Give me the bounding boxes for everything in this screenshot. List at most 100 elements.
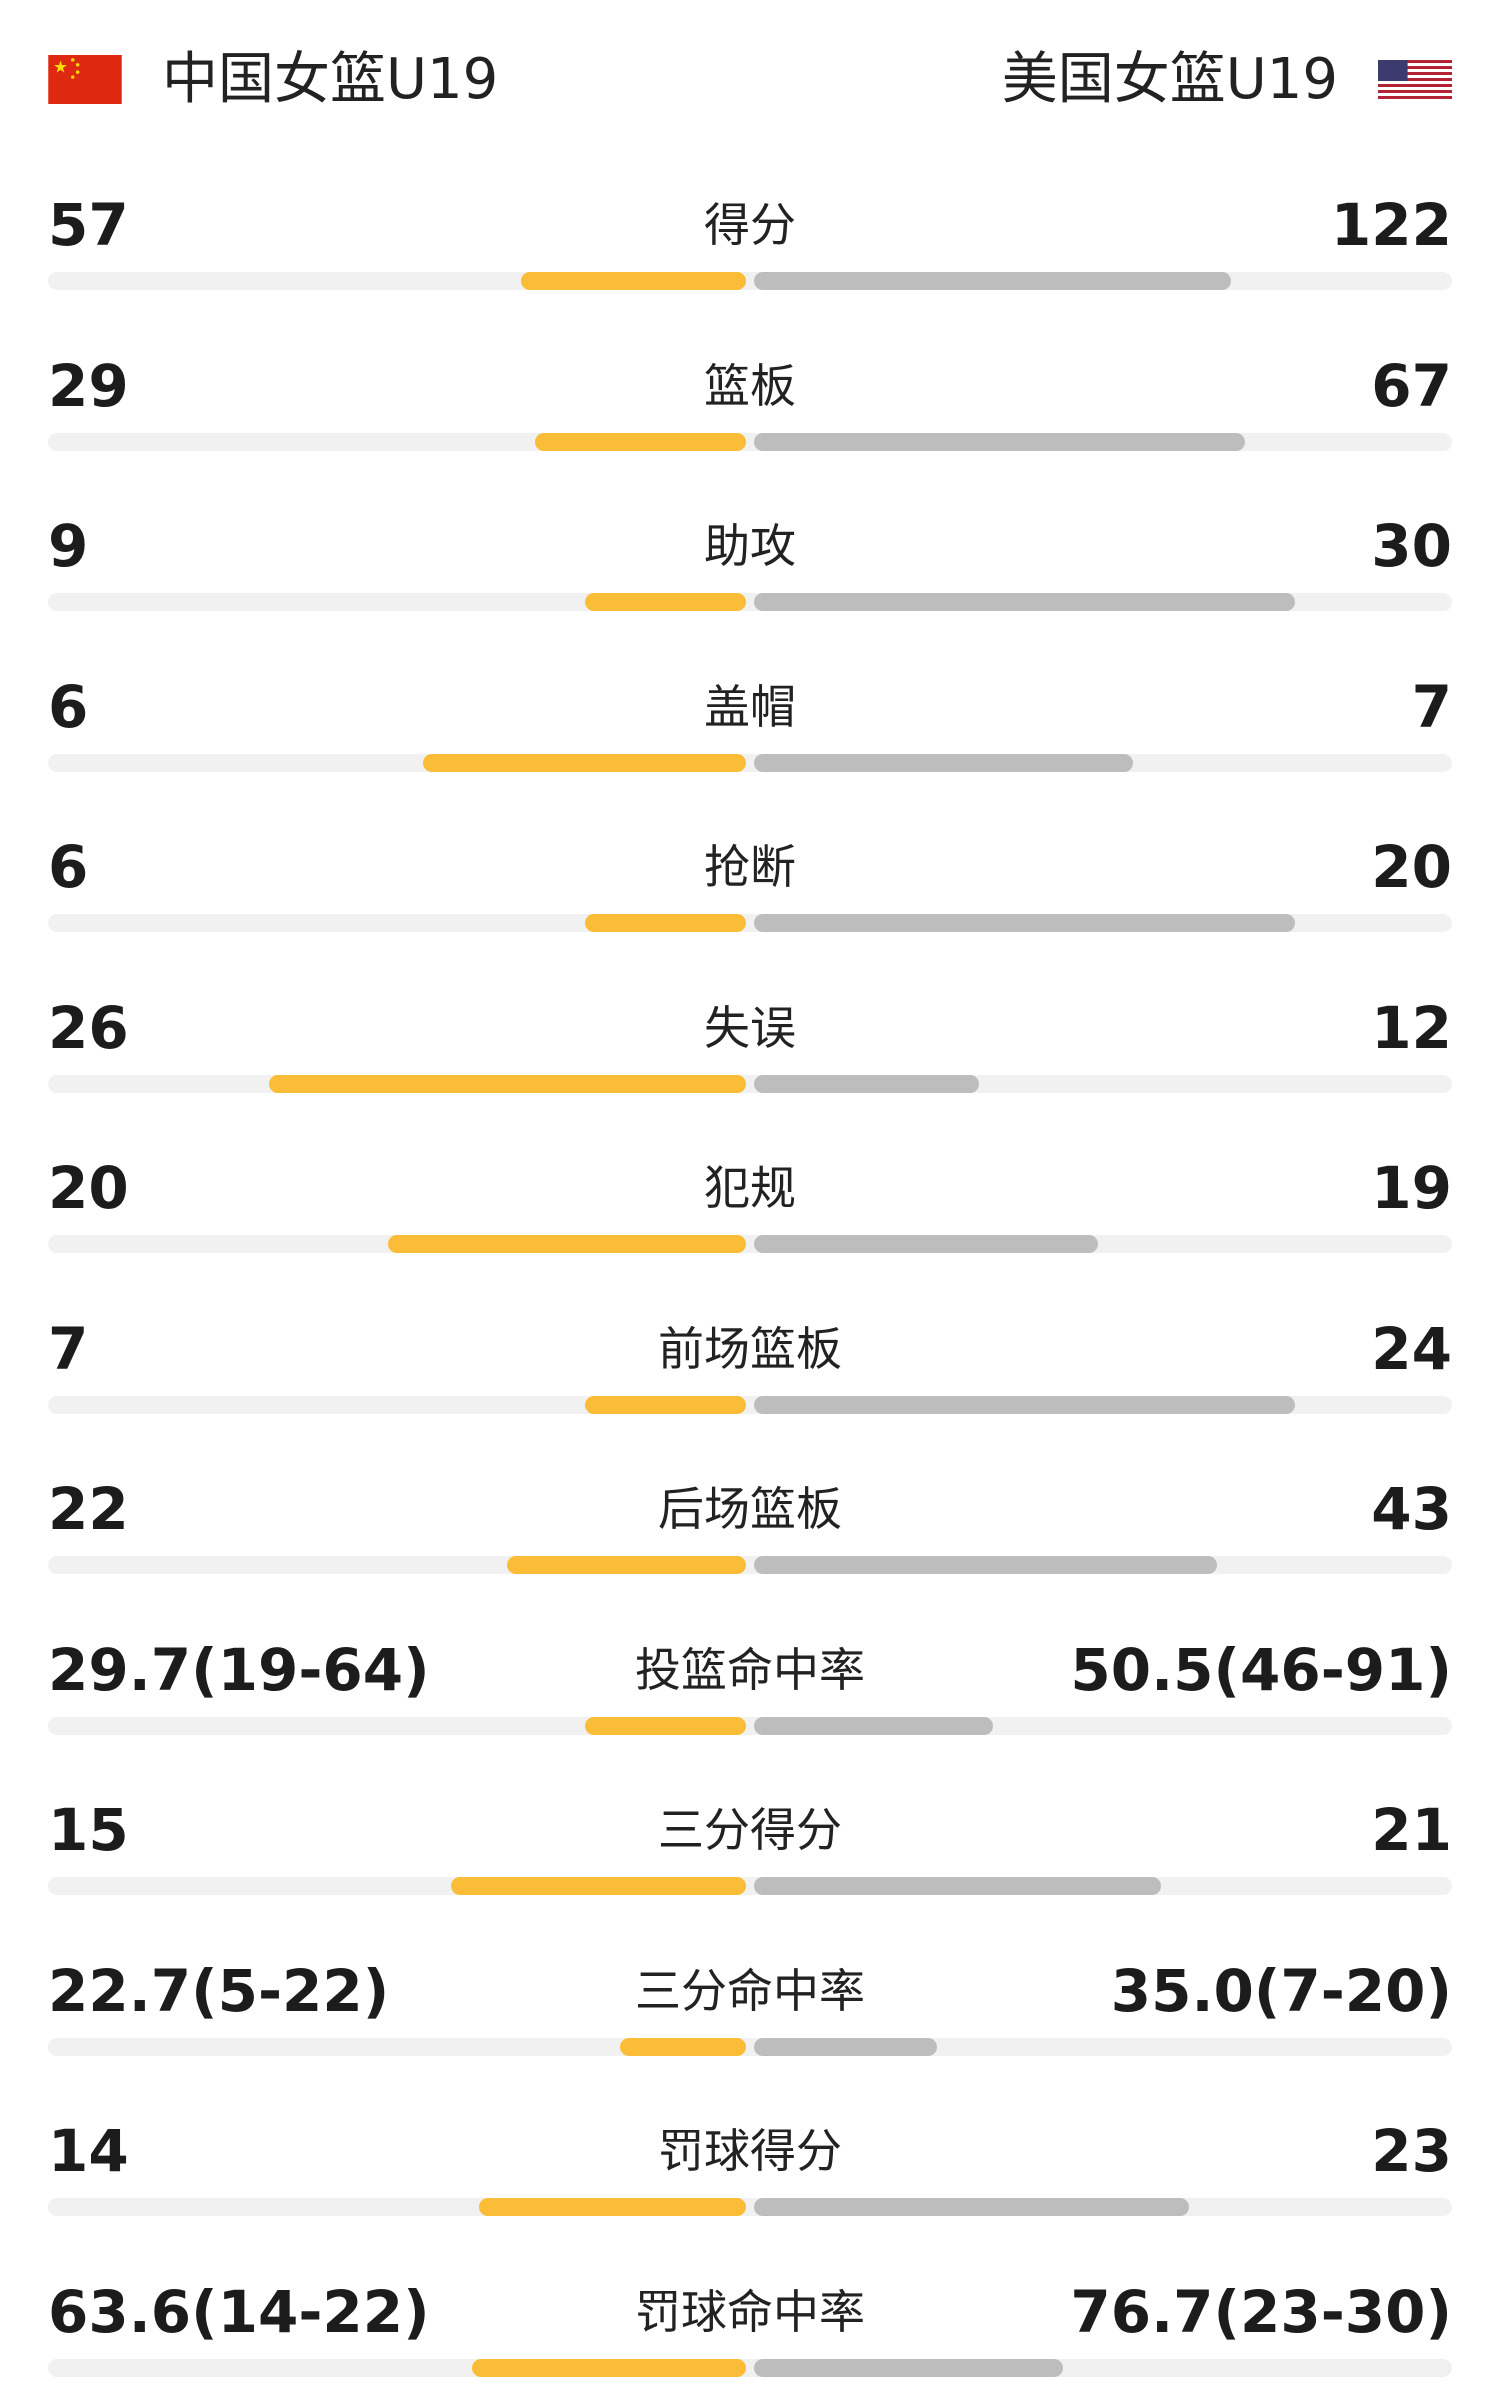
home-stat-bar <box>585 914 746 932</box>
stat-bar-track <box>48 754 1452 772</box>
stat-label: 投篮命中率 <box>450 1639 1050 1701</box>
stat-row: 22.7(5-22) 三分命中率 35.0(7-20) <box>0 1926 1500 2087</box>
stat-label: 助攻 <box>450 515 1050 577</box>
away-stat-value: 24 <box>1371 1314 1452 1384</box>
away-stat-value: 20 <box>1371 832 1452 902</box>
away-stat-bar <box>754 1235 1098 1253</box>
stat-bar-track <box>48 1717 1452 1735</box>
stat-row: 7 前场篮板 24 <box>0 1284 1500 1445</box>
away-team-name: 美国女篮U19 <box>1002 42 1338 118</box>
away-stat-bar <box>754 433 1245 451</box>
stats-comparison-list: 57 得分 122 29 篮板 67 9 助攻 30 6 盖帽 7 6 抢断 20 26 失误 12 20 犯规 19 7… <box>0 160 1500 2407</box>
away-stat-value: 122 <box>1331 190 1452 260</box>
home-stat-bar <box>472 2359 746 2377</box>
away-stat-bar <box>754 272 1231 290</box>
away-stat-bar <box>754 593 1295 611</box>
away-stat-bar <box>754 1717 993 1735</box>
away-stat-value: 19 <box>1371 1153 1452 1223</box>
home-stat-value: 63.6(14-22) <box>48 2277 430 2347</box>
home-stat-bar <box>388 1235 746 1253</box>
away-stat-bar <box>754 754 1133 772</box>
home-stat-value: 9 <box>48 511 88 581</box>
home-stat-bar <box>451 1877 746 1895</box>
usa-flag-icon <box>1378 55 1452 104</box>
home-stat-bar <box>507 1556 746 1574</box>
home-stat-value: 14 <box>48 2116 129 2186</box>
stat-bar-track <box>48 1877 1452 1895</box>
away-stat-value: 23 <box>1371 2116 1452 2186</box>
home-stat-bar <box>620 2038 746 2056</box>
away-stat-bar <box>754 914 1295 932</box>
stat-row: 6 盖帽 7 <box>0 642 1500 803</box>
stat-label: 失误 <box>450 997 1050 1059</box>
stat-label: 篮板 <box>450 355 1050 417</box>
stat-label: 三分命中率 <box>450 1960 1050 2022</box>
stat-bar-track <box>48 2359 1452 2377</box>
stat-bar-track <box>48 1235 1452 1253</box>
stat-label: 后场篮板 <box>450 1478 1050 1540</box>
home-team-name: 中国女篮U19 <box>162 42 498 118</box>
away-stat-bar <box>754 1877 1161 1895</box>
stat-row: 63.6(14-22) 罚球命中率 76.7(23-30) <box>0 2247 1500 2407</box>
away-stat-value: 7 <box>1412 672 1452 742</box>
home-stat-value: 29.7(19-64) <box>48 1635 430 1705</box>
home-stat-bar <box>269 1075 746 1093</box>
stat-row: 29 篮板 67 <box>0 321 1500 482</box>
home-stat-value: 22 <box>48 1474 129 1544</box>
stat-row: 9 助攻 30 <box>0 481 1500 642</box>
stat-label: 三分得分 <box>450 1799 1050 1861</box>
away-stat-bar <box>754 2198 1189 2216</box>
stat-bar-track <box>48 1075 1452 1093</box>
home-stat-value: 6 <box>48 672 88 742</box>
stat-label: 前场篮板 <box>450 1318 1050 1380</box>
away-stat-bar <box>754 1075 979 1093</box>
china-flag-icon <box>48 55 122 104</box>
stat-bar-track <box>48 272 1452 290</box>
home-stat-bar <box>479 2198 746 2216</box>
stat-bar-track <box>48 2038 1452 2056</box>
away-stat-value: 12 <box>1371 993 1452 1063</box>
away-stat-value: 21 <box>1371 1795 1452 1865</box>
home-stat-bar <box>423 754 746 772</box>
stat-row: 6 抢断 20 <box>0 802 1500 963</box>
home-stat-bar <box>585 1396 746 1414</box>
stat-row: 29.7(19-64) 投篮命中率 50.5(46-91) <box>0 1605 1500 1766</box>
home-stat-bar <box>521 272 746 290</box>
away-stat-value: 67 <box>1371 351 1452 421</box>
home-stat-value: 26 <box>48 993 129 1063</box>
away-stat-bar <box>754 1556 1217 1574</box>
home-stat-value: 22.7(5-22) <box>48 1956 389 2026</box>
away-stat-value: 43 <box>1371 1474 1452 1544</box>
stat-row: 15 三分得分 21 <box>0 1765 1500 1926</box>
stat-label: 得分 <box>450 194 1050 256</box>
away-stat-bar <box>754 1396 1295 1414</box>
away-stat-value: 50.5(46-91) <box>1070 1635 1452 1705</box>
stat-row: 22 后场篮板 43 <box>0 1444 1500 1605</box>
stat-label: 盖帽 <box>450 676 1050 738</box>
home-stat-value: 20 <box>48 1153 129 1223</box>
match-header: 中国女篮U19 美国女篮U19 <box>0 0 1500 160</box>
away-stat-value: 35.0(7-20) <box>1111 1956 1452 2026</box>
home-stat-bar <box>535 433 746 451</box>
stat-row: 26 失误 12 <box>0 963 1500 1124</box>
home-stat-bar <box>585 593 746 611</box>
stat-bar-track <box>48 1556 1452 1574</box>
stat-bar-track <box>48 2198 1452 2216</box>
home-stat-value: 7 <box>48 1314 88 1384</box>
home-stat-value: 57 <box>48 190 129 260</box>
home-stat-bar <box>585 1717 746 1735</box>
stat-label: 罚球命中率 <box>450 2281 1050 2343</box>
stat-row: 14 罚球得分 23 <box>0 2086 1500 2247</box>
away-stat-value: 76.7(23-30) <box>1070 2277 1452 2347</box>
stat-row: 57 得分 122 <box>0 160 1500 321</box>
away-stat-bar <box>754 2359 1063 2377</box>
home-stat-value: 15 <box>48 1795 129 1865</box>
stat-row: 20 犯规 19 <box>0 1123 1500 1284</box>
away-stat-value: 30 <box>1371 511 1452 581</box>
home-stat-value: 29 <box>48 351 129 421</box>
stat-label: 犯规 <box>450 1157 1050 1219</box>
stat-label: 抢断 <box>450 836 1050 898</box>
away-stat-bar <box>754 2038 937 2056</box>
stat-label: 罚球得分 <box>450 2120 1050 2182</box>
home-stat-value: 6 <box>48 832 88 902</box>
